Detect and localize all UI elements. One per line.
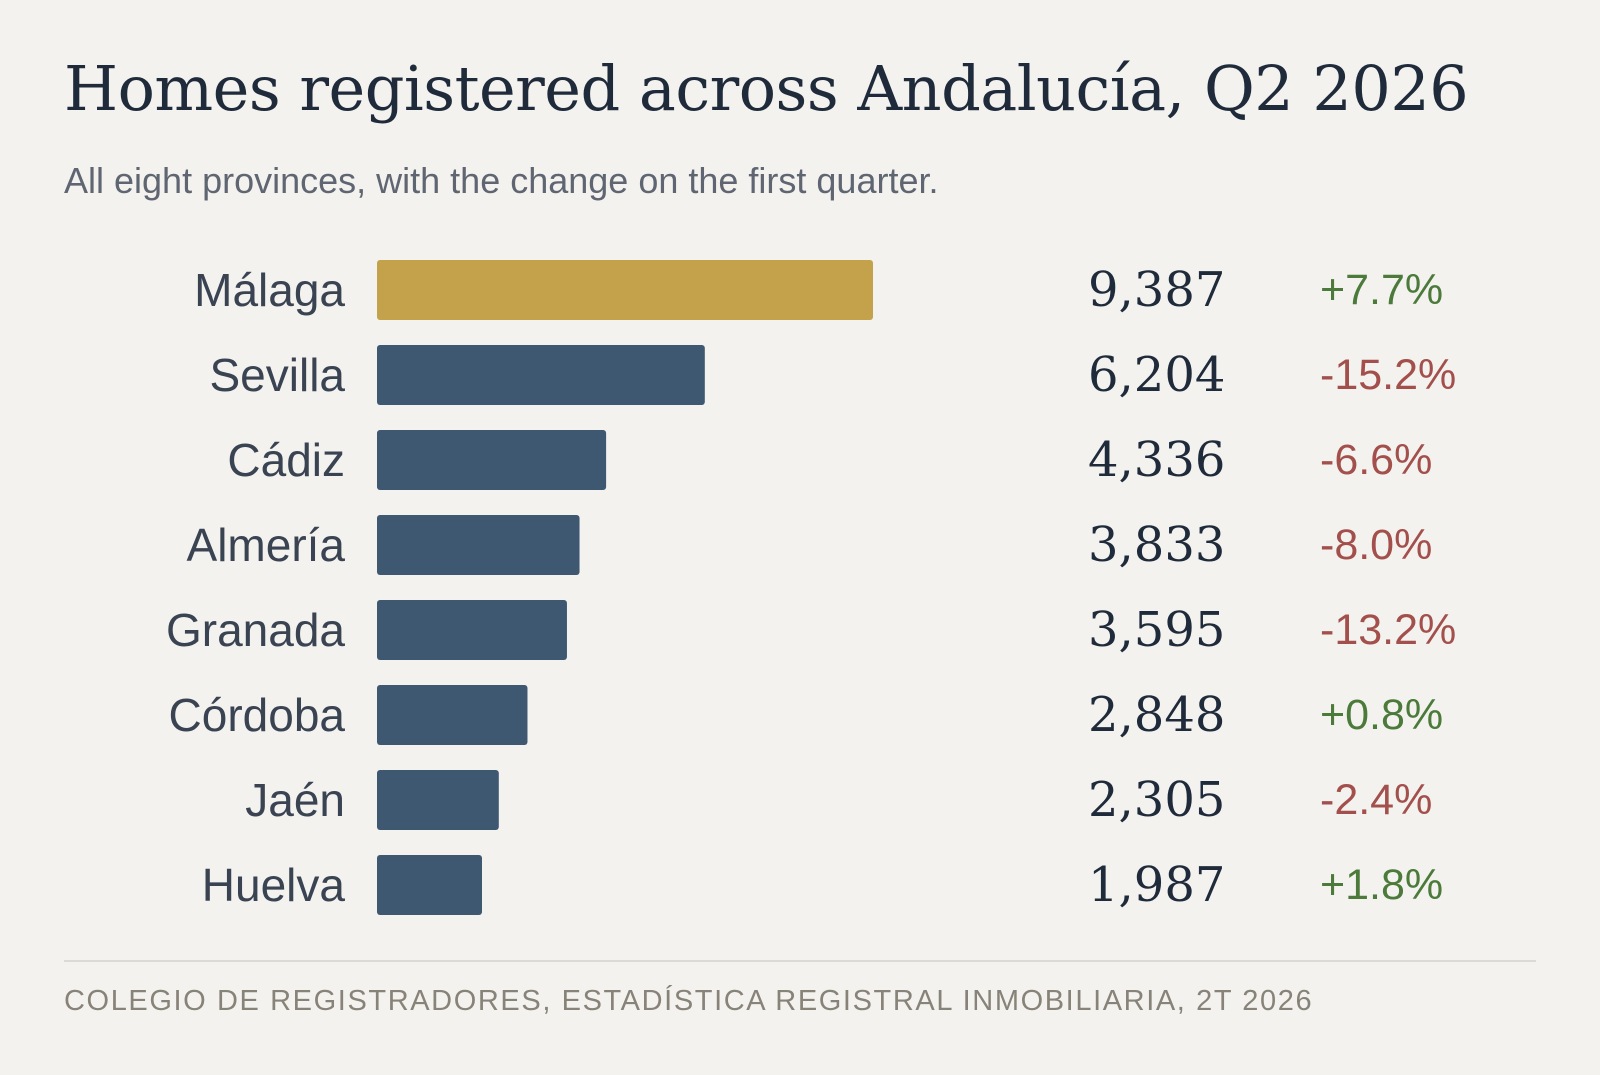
value-label: 6,204	[1088, 347, 1225, 403]
chart-title: Homes registered across Andalucía, Q2 20…	[64, 52, 1469, 125]
change-label: -8.0%	[1320, 521, 1432, 569]
category-label: Sevilla	[209, 349, 345, 401]
bar	[377, 600, 567, 660]
category-label: Cádiz	[227, 434, 345, 486]
bar-chart: Málaga 9,387 +7.7% Sevilla 6,204 -15.2% Cádiz 4…	[166, 260, 1456, 915]
change-label: +1.8%	[1320, 861, 1443, 909]
bar	[377, 685, 528, 745]
bar	[377, 855, 482, 915]
value-label: 9,387	[1088, 262, 1225, 318]
value-label: 4,336	[1088, 432, 1225, 488]
bar	[377, 770, 499, 830]
category-label: Granada	[166, 604, 345, 656]
chart-subtitle: All eight provinces, with the change on …	[64, 160, 939, 201]
category-label: Almería	[187, 519, 346, 571]
change-label: +0.8%	[1320, 691, 1443, 739]
source-note: COLEGIO DE REGISTRADORES, ESTADÍSTICA RE…	[64, 985, 1314, 1017]
bar	[377, 430, 607, 490]
value-label: 2,848	[1088, 687, 1225, 743]
change-label: -2.4%	[1320, 776, 1432, 824]
bar	[377, 345, 705, 405]
bar	[377, 260, 873, 320]
change-label: -15.2%	[1320, 351, 1456, 399]
bar	[377, 515, 580, 575]
value-label: 2,305	[1088, 772, 1225, 828]
value-label: 3,833	[1088, 517, 1225, 573]
value-label: 1,987	[1088, 857, 1225, 913]
category-label: Huelva	[202, 859, 346, 911]
value-label: 3,595	[1088, 602, 1225, 658]
footer-divider	[64, 960, 1536, 962]
change-label: -6.6%	[1320, 436, 1432, 484]
category-label: Córdoba	[169, 689, 346, 741]
change-label: +7.7%	[1320, 266, 1443, 314]
change-label: -13.2%	[1320, 606, 1456, 654]
category-label: Jaén	[245, 774, 345, 826]
category-label: Málaga	[194, 264, 345, 316]
